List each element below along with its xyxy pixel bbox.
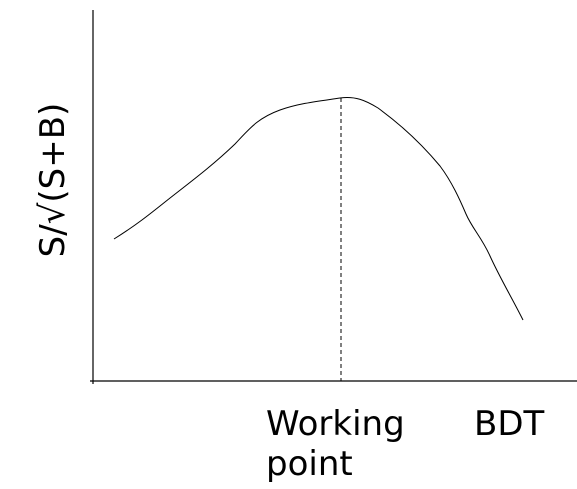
x-axis-label: BDT [474, 404, 545, 444]
y-axis-label: S/√(S+B) [33, 103, 73, 258]
curve [113, 97, 524, 321]
working-point-label: Working point [266, 404, 405, 484]
